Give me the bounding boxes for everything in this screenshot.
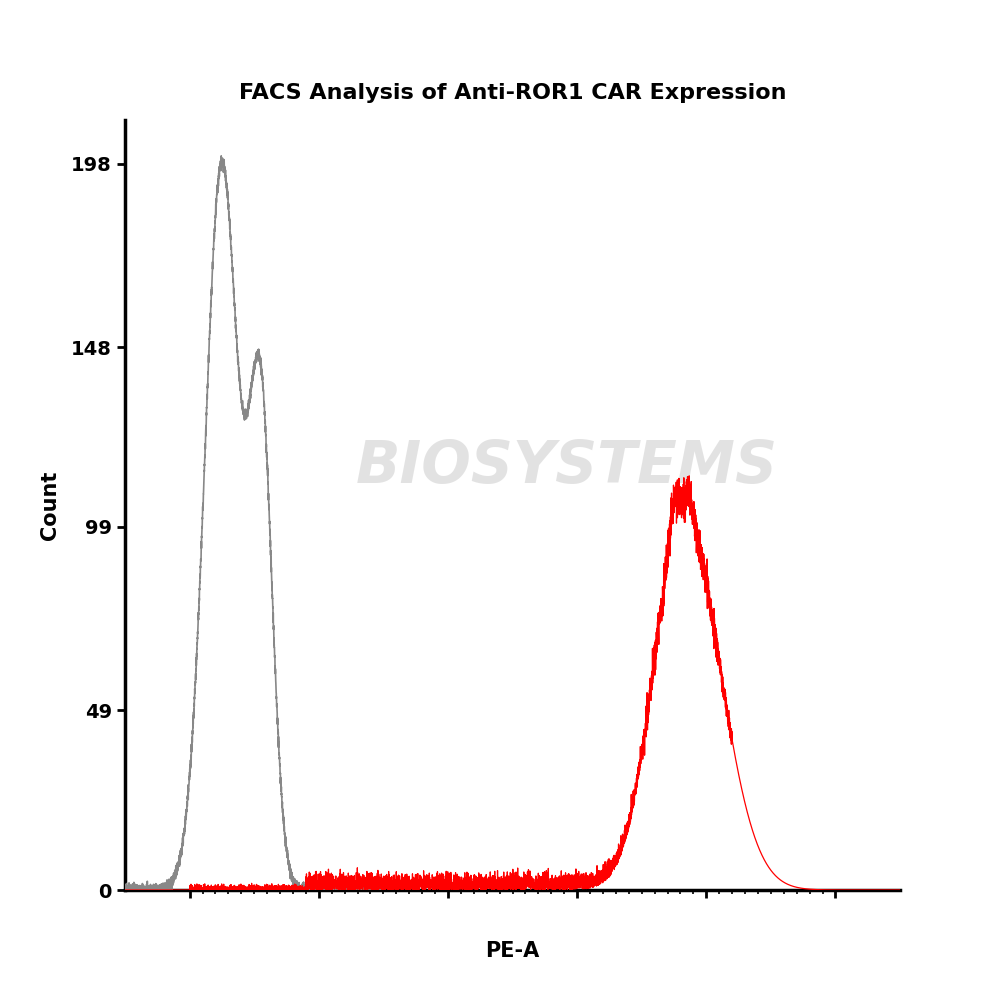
X-axis label: PE-A: PE-A (485, 941, 540, 961)
Y-axis label: Count: Count (40, 470, 60, 540)
Title: FACS Analysis of Anti-ROR1 CAR Expression: FACS Analysis of Anti-ROR1 CAR Expressio… (239, 83, 786, 103)
Text: BIOSYSTEMS: BIOSYSTEMS (356, 438, 778, 495)
